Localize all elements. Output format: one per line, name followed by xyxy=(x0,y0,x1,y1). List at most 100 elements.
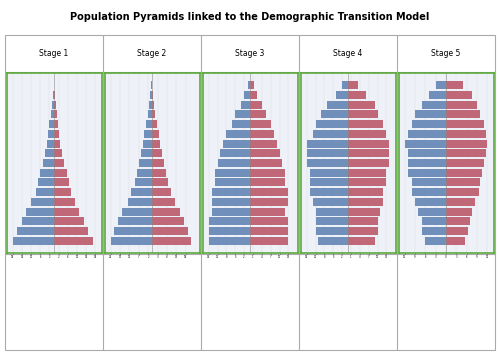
Bar xyxy=(122,208,152,216)
Bar xyxy=(418,208,446,216)
Bar xyxy=(139,159,152,167)
Bar xyxy=(250,110,266,118)
Bar xyxy=(250,120,270,128)
Bar xyxy=(250,149,280,157)
Bar xyxy=(50,110,54,118)
Bar xyxy=(152,208,180,216)
Bar xyxy=(408,130,446,138)
Bar xyxy=(348,130,387,138)
Bar xyxy=(149,101,152,109)
Bar xyxy=(208,217,250,225)
Bar xyxy=(348,120,384,128)
Bar xyxy=(328,101,348,109)
Bar xyxy=(114,227,152,235)
Bar xyxy=(348,159,390,167)
Bar xyxy=(22,217,54,225)
Bar xyxy=(348,169,387,177)
Bar xyxy=(54,91,55,99)
Bar xyxy=(306,139,348,148)
Bar xyxy=(348,149,390,157)
Bar xyxy=(408,169,446,177)
Bar xyxy=(348,198,384,206)
Bar xyxy=(47,139,54,148)
Bar xyxy=(348,110,378,118)
Bar xyxy=(310,188,348,196)
Bar xyxy=(148,110,152,118)
Bar xyxy=(152,159,164,167)
Bar xyxy=(54,120,58,128)
Bar xyxy=(54,178,69,187)
Bar xyxy=(54,217,84,225)
Bar xyxy=(408,149,446,157)
Bar xyxy=(426,237,446,245)
Bar xyxy=(348,139,390,148)
Bar xyxy=(446,198,476,206)
Bar xyxy=(404,139,446,148)
Bar xyxy=(12,237,54,245)
Bar xyxy=(50,120,54,128)
Bar xyxy=(232,120,250,128)
Bar xyxy=(250,159,282,167)
Bar xyxy=(244,91,250,99)
Bar xyxy=(52,101,54,109)
Bar xyxy=(40,169,54,177)
Bar xyxy=(446,91,472,99)
Bar xyxy=(446,217,470,225)
Text: Stage 2: Stage 2 xyxy=(138,49,166,58)
Bar xyxy=(250,208,286,216)
Bar xyxy=(250,178,286,187)
Bar xyxy=(31,198,54,206)
Bar xyxy=(446,169,482,177)
Bar xyxy=(54,139,60,148)
Bar xyxy=(250,91,258,99)
Text: Stage 5: Stage 5 xyxy=(432,49,460,58)
Bar xyxy=(310,169,348,177)
Bar xyxy=(54,188,71,196)
Bar xyxy=(224,139,250,148)
Bar xyxy=(342,81,348,89)
Bar xyxy=(36,188,54,196)
Bar xyxy=(348,91,366,99)
Bar xyxy=(422,227,446,235)
Bar xyxy=(152,130,158,138)
Bar xyxy=(446,227,468,235)
Text: Stage 1: Stage 1 xyxy=(40,49,68,58)
Bar xyxy=(446,237,465,245)
Bar xyxy=(152,178,168,187)
Bar xyxy=(422,101,446,109)
Bar xyxy=(336,91,348,99)
Bar xyxy=(53,91,54,99)
Bar xyxy=(137,169,152,177)
Bar xyxy=(316,217,348,225)
Bar xyxy=(218,159,250,167)
Bar xyxy=(54,130,59,138)
Bar xyxy=(235,110,250,118)
Bar xyxy=(241,101,250,109)
Bar xyxy=(214,169,250,177)
Bar xyxy=(152,110,155,118)
Bar xyxy=(48,130,54,138)
Bar xyxy=(446,178,480,187)
Bar xyxy=(310,178,348,187)
Bar xyxy=(220,149,250,157)
Bar xyxy=(152,217,184,225)
Bar xyxy=(422,217,446,225)
Bar xyxy=(152,198,174,206)
Bar xyxy=(446,81,463,89)
Bar xyxy=(348,101,374,109)
Bar xyxy=(322,110,348,118)
Bar xyxy=(348,237,374,245)
Bar xyxy=(250,81,254,89)
Bar xyxy=(212,198,250,206)
Bar xyxy=(446,110,480,118)
Bar xyxy=(348,81,358,89)
Text: Stage 4: Stage 4 xyxy=(334,49,362,58)
Bar xyxy=(152,139,160,148)
Bar xyxy=(142,139,152,148)
Bar xyxy=(250,227,288,235)
Bar xyxy=(152,101,154,109)
Bar xyxy=(446,130,486,138)
Bar xyxy=(18,227,54,235)
Bar xyxy=(250,130,274,138)
Bar xyxy=(54,110,57,118)
